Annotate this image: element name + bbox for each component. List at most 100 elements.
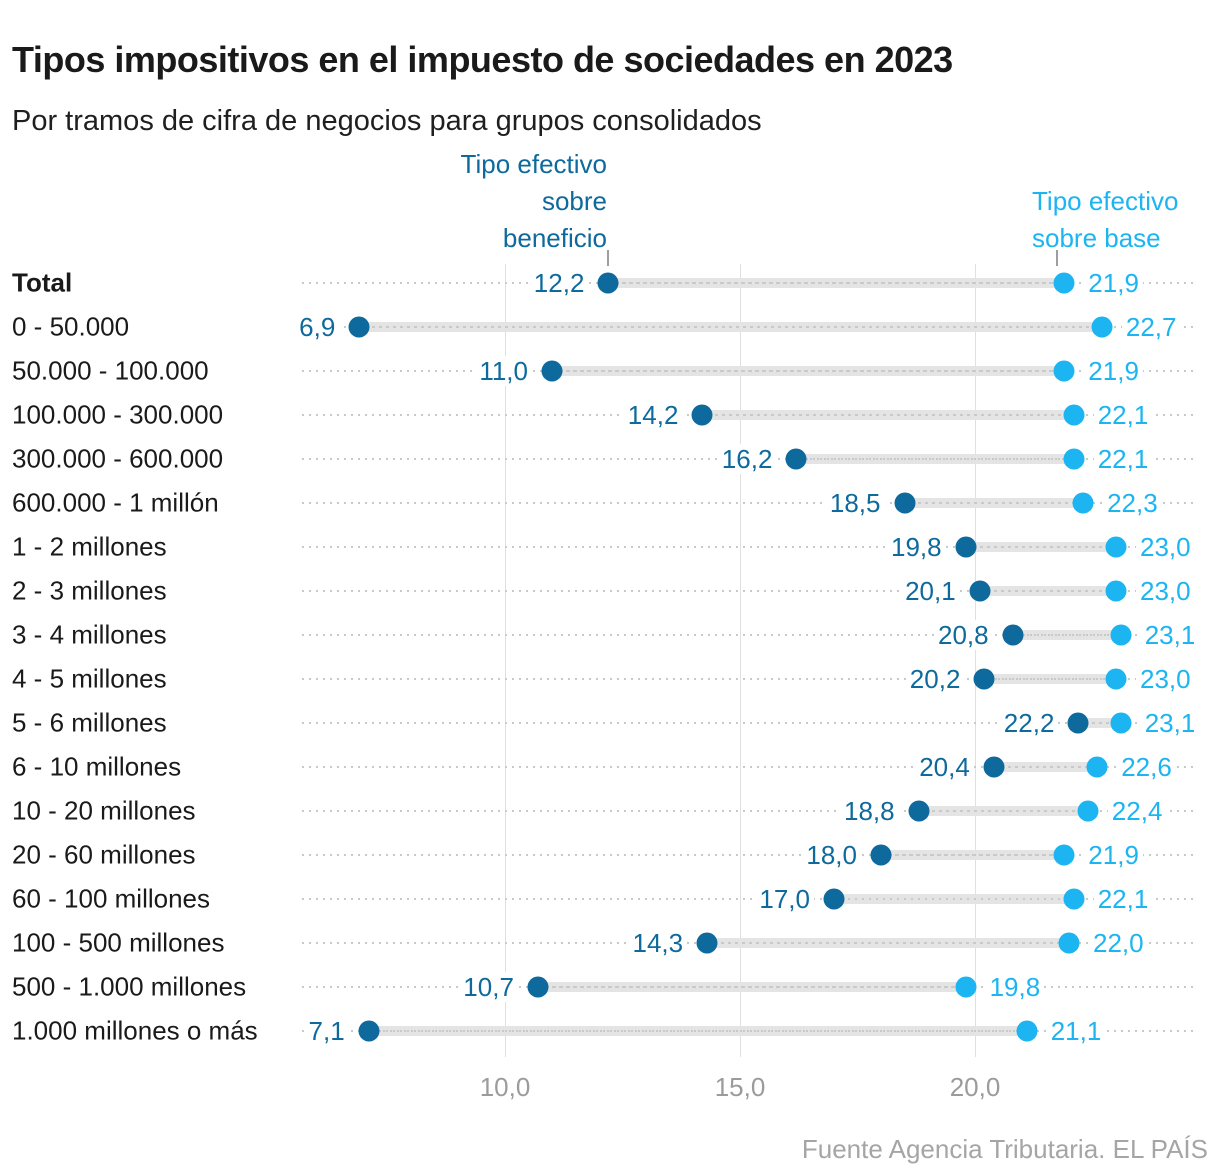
category-label: 4 - 5 millones: [12, 663, 167, 694]
beneficio-value-label: 11,0: [475, 356, 532, 386]
base-value-label: 22,1: [1093, 884, 1153, 914]
category-label: Total: [12, 267, 73, 298]
row-leader-line-overlay: [796, 458, 1074, 460]
row-leader-line-overlay: [881, 854, 1065, 856]
beneficio-value-label: 22,2: [999, 708, 1059, 738]
row-leader-line-overlay: [993, 766, 1098, 768]
category-label: 20 - 60 millones: [12, 839, 196, 870]
row-leader-line-overlay: [552, 370, 1065, 372]
row-leader-line-overlay: [834, 898, 1074, 900]
base-dot: [1105, 668, 1127, 690]
legend-tick-beneficio-icon: [607, 250, 610, 266]
gridline: [740, 264, 741, 1057]
row-leader-line-overlay: [984, 678, 1116, 680]
category-label: 600.000 - 1 millón: [12, 487, 219, 518]
row-leader-line: [302, 590, 1197, 592]
beneficio-value-label: 6,9: [295, 312, 340, 342]
category-label: 0 - 50.000: [12, 311, 130, 342]
base-value-label: 22,7: [1121, 312, 1181, 342]
category-label: 10 - 20 millones: [12, 795, 196, 826]
row-leader-line-overlay: [707, 942, 1069, 944]
beneficio-dot: [358, 1020, 380, 1042]
beneficio-value-label: 10,7: [459, 972, 518, 1002]
page-title: Tipos impositivos en el impuesto de soci…: [12, 39, 953, 81]
base-value-label: 23,0: [1136, 532, 1195, 562]
base-dot: [1086, 756, 1108, 778]
row-leader-line: [302, 634, 1197, 636]
category-label: 2 - 3 millones: [12, 575, 167, 606]
base-dot: [1077, 800, 1099, 822]
beneficio-value-label: 19,8: [887, 532, 946, 562]
beneficio-value-label: 18,0: [802, 840, 861, 870]
row-leader-line-overlay: [1078, 722, 1121, 724]
base-dot: [1053, 844, 1075, 866]
row-leader-line: [302, 502, 1197, 504]
base-value-label: 22,3: [1103, 488, 1162, 518]
base-value-label: 21,9: [1084, 356, 1143, 386]
base-dot: [1105, 536, 1127, 558]
row-leader-line: [302, 722, 1197, 724]
legend-beneficio: Tipo efectivo sobre beneficio: [461, 146, 607, 257]
base-value-label: 19,8: [985, 972, 1045, 1002]
base-value-label: 22,0: [1089, 928, 1148, 958]
beneficio-value-label: 20,2: [905, 664, 965, 694]
beneficio-value-label: 16,2: [717, 444, 777, 474]
row-leader-line-overlay: [359, 326, 1102, 328]
row-leader-line: [302, 898, 1197, 900]
source-credit: Fuente Agencia Tributaria. EL PAÍS: [801, 1134, 1208, 1164]
category-label: 1.000 millones o más: [12, 1015, 258, 1046]
row-leader-line-overlay: [918, 810, 1088, 812]
beneficio-dot: [1002, 624, 1024, 646]
beneficio-value-label: 14,3: [628, 928, 688, 958]
base-value-label: 22,6: [1117, 752, 1176, 782]
row-leader-line-overlay: [965, 546, 1116, 548]
beneficio-dot: [823, 888, 845, 910]
beneficio-value-label: 18,5: [825, 488, 885, 518]
legend-tick-base-icon: [1056, 250, 1059, 266]
beneficio-value-label: 20,1: [901, 576, 960, 606]
base-dot: [1091, 316, 1113, 338]
base-value-label: 23,0: [1136, 664, 1195, 694]
row-leader-line-overlay: [608, 282, 1065, 284]
gridline: [505, 264, 506, 1057]
base-value-label: 23,1: [1140, 708, 1200, 738]
beneficio-dot: [894, 492, 915, 514]
beneficio-dot: [969, 580, 991, 602]
base-dot: [1063, 888, 1085, 910]
category-label: 3 - 4 millones: [12, 619, 167, 650]
category-label: 300.000 - 600.000: [12, 443, 224, 474]
x-axis-tick-label: 20,0: [949, 1072, 1001, 1102]
base-value-label: 22,1: [1093, 400, 1153, 430]
beneficio-dot: [597, 272, 619, 294]
row-leader-line-overlay: [537, 986, 966, 988]
base-dot: [955, 976, 977, 998]
beneficio-value-label: 7,1: [304, 1016, 349, 1046]
base-value-label: 23,1: [1140, 620, 1200, 650]
base-dot: [1053, 360, 1075, 382]
beneficio-dot: [908, 800, 930, 822]
category-label: 5 - 6 millones: [12, 707, 167, 738]
base-value-label: 22,4: [1107, 796, 1167, 826]
row-leader-line: [302, 810, 1197, 812]
base-value-label: 21,9: [1084, 840, 1143, 870]
base-dot: [1063, 404, 1085, 426]
gridline: [975, 264, 976, 1057]
beneficio-value-label: 18,8: [840, 796, 899, 826]
x-axis-tick-label: 10,0: [479, 1072, 531, 1102]
base-dot: [1072, 492, 1094, 514]
base-dot: [1053, 272, 1075, 294]
beneficio-dot: [527, 976, 549, 998]
beneficio-dot: [973, 668, 995, 690]
category-label: 6 - 10 millones: [12, 751, 182, 782]
beneficio-dot: [955, 536, 977, 558]
base-dot: [1110, 712, 1132, 734]
category-label: 60 - 100 millones: [12, 883, 210, 914]
row-leader-line-overlay: [1012, 634, 1121, 636]
legend-beneficio-line: beneficio: [502, 223, 607, 253]
beneficio-value-label: 20,4: [915, 752, 974, 782]
beneficio-dot: [870, 844, 892, 866]
legend-beneficio-line: sobre: [541, 186, 607, 216]
page-subtitle: Por tramos de cifra de negocios para gru…: [12, 105, 762, 137]
beneficio-dot: [348, 316, 370, 338]
